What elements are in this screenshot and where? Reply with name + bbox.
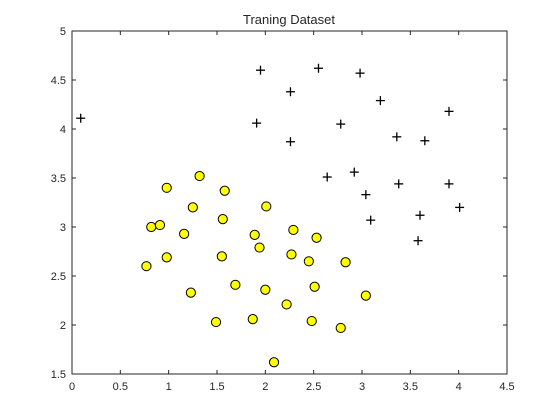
chart-title: Traning Dataset <box>243 12 335 27</box>
y-tick-label: 4 <box>60 124 66 136</box>
circle-marker <box>217 214 228 225</box>
circle-marker <box>306 315 317 327</box>
plus-marker <box>420 136 430 146</box>
circle-marker <box>254 242 265 253</box>
circle-marker <box>146 221 157 233</box>
x-tick-label: 2.5 <box>306 381 321 393</box>
plus-marker <box>413 236 423 246</box>
x-tick-label: 0.5 <box>113 381 128 393</box>
circle-marker <box>249 229 260 240</box>
circle-marker <box>219 185 230 196</box>
plus-marker <box>361 190 371 200</box>
plus-marker <box>314 63 323 73</box>
plus-marker <box>444 106 454 116</box>
y-axis: 1.5 2 2.5 3 3.5 4 4.5 5 <box>51 26 507 381</box>
circle-marker <box>309 281 320 292</box>
plus-marker <box>256 65 265 75</box>
circle-marker <box>261 201 272 212</box>
y-tick-label: 2.5 <box>51 271 66 283</box>
x-tick-label: 2 <box>262 381 268 393</box>
plus-marker <box>76 113 86 123</box>
circle-marker <box>216 251 227 262</box>
circle-marker <box>288 224 299 236</box>
circle-marker <box>230 279 241 290</box>
circle-marker <box>154 219 166 231</box>
plus-marker <box>366 215 376 225</box>
plus-marker <box>444 179 454 189</box>
x-tick-label: 0 <box>69 381 75 393</box>
x-axis: 0 0.5 1 1.5 2 2.5 3 3.5 4 4.5 <box>69 31 515 393</box>
plus-marker <box>349 167 359 177</box>
circle-marker <box>179 228 190 239</box>
x-tick-label: 3.5 <box>403 381 418 393</box>
circle-marker <box>194 170 205 182</box>
plus-marker <box>355 68 365 78</box>
x-tick-label: 1 <box>166 381 172 393</box>
circle-marker <box>247 314 258 325</box>
plus-marker <box>394 179 404 189</box>
data-markers <box>76 63 465 368</box>
circle-marker <box>360 290 371 301</box>
circle-marker <box>268 357 280 368</box>
plus-marker <box>415 210 425 220</box>
circle-marker <box>303 256 314 267</box>
plus-marker <box>336 119 346 129</box>
circle-marker <box>161 182 172 193</box>
circle-marker <box>335 322 346 334</box>
plus-marker <box>375 96 385 106</box>
y-tick-label: 2 <box>60 320 66 332</box>
plus-marker <box>285 137 295 147</box>
plot-area <box>71 30 508 375</box>
x-tick-label: 4 <box>456 381 462 393</box>
circle-marker <box>281 299 292 310</box>
plus-marker <box>392 132 402 142</box>
circle-marker <box>340 257 351 268</box>
y-tick-label: 5 <box>60 26 66 38</box>
circle-marker <box>141 261 152 272</box>
plus-marker <box>285 87 295 97</box>
circle-marker <box>187 202 198 213</box>
plus-marker <box>455 202 465 212</box>
circle-marker <box>185 287 196 298</box>
plus-marker <box>252 118 262 128</box>
circle-marker <box>311 232 322 243</box>
x-tick-label: 1.5 <box>209 381 224 393</box>
circle-marker <box>286 249 297 260</box>
x-tick-label: 3 <box>359 381 365 393</box>
circle-marker <box>161 252 172 263</box>
y-tick-label: 3.5 <box>51 173 66 185</box>
circle-marker <box>210 316 222 328</box>
y-tick-label: 4.5 <box>51 75 66 87</box>
x-tick-label: 4.5 <box>499 381 514 393</box>
circle-marker <box>260 284 271 295</box>
y-tick-label: 3 <box>60 222 66 234</box>
plus-marker <box>322 172 332 182</box>
y-tick-label: 1.5 <box>51 369 66 381</box>
